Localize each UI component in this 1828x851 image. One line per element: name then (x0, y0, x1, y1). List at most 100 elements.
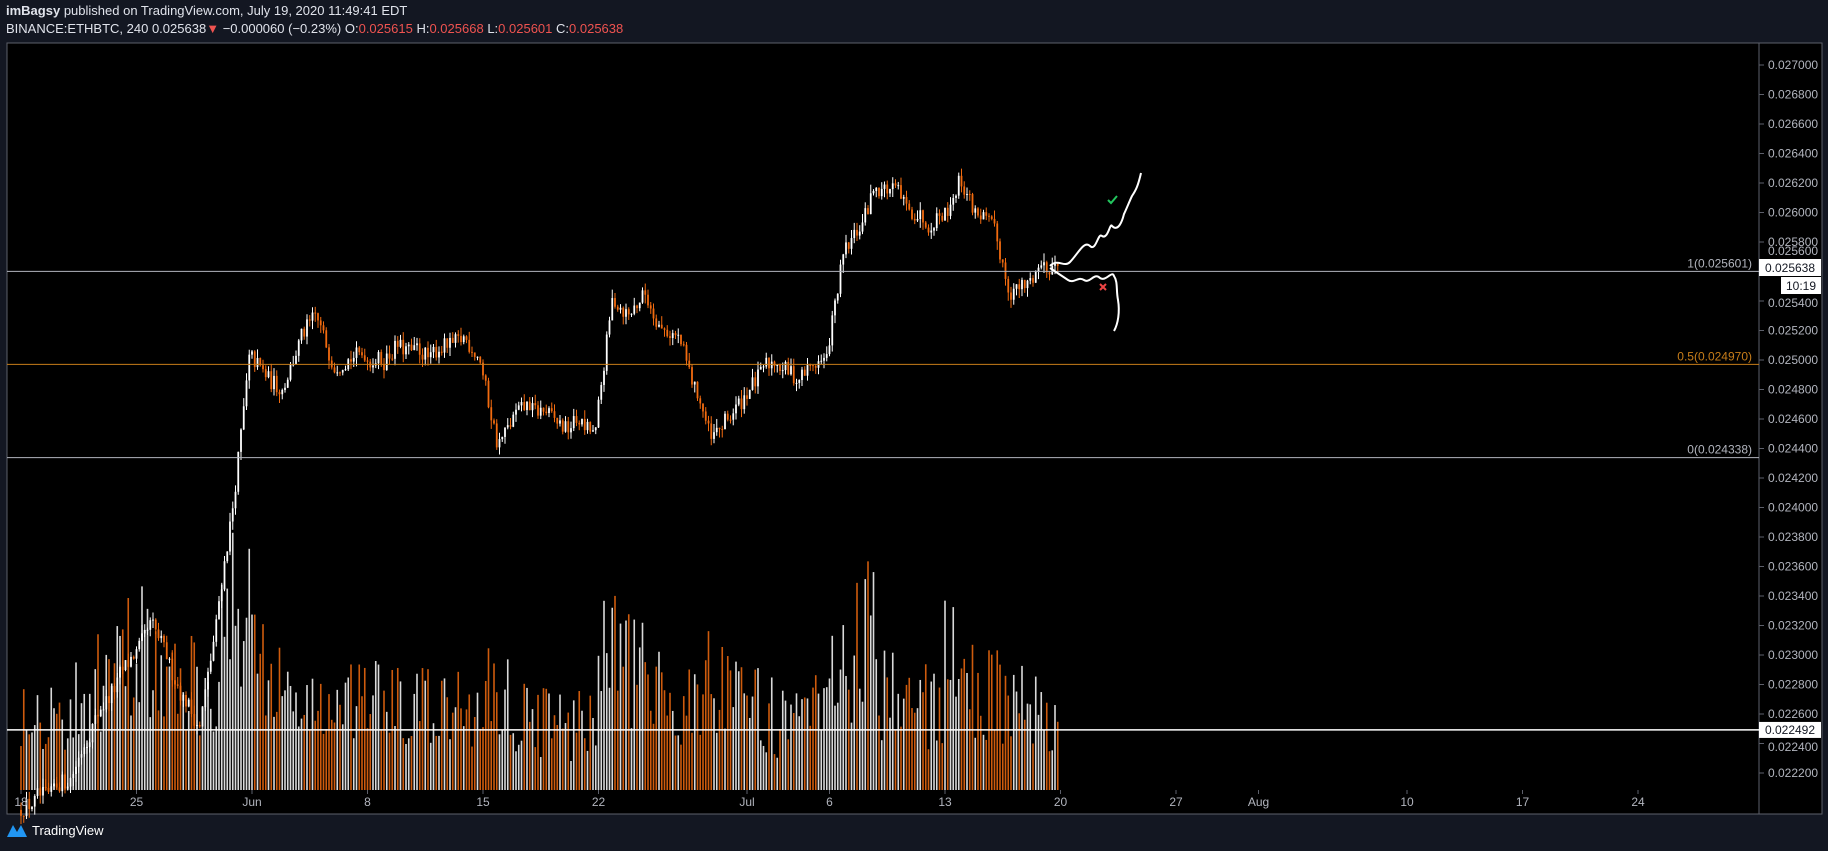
candle-body (649, 305, 652, 309)
last-price-label-bg (1759, 259, 1821, 276)
candle-body (94, 715, 97, 724)
volume-bar (347, 677, 350, 790)
candle-body (575, 416, 578, 423)
volume-bar (663, 690, 666, 790)
volume-bar (75, 662, 77, 790)
candle-body (1029, 278, 1032, 281)
candle-body (880, 188, 883, 197)
volume-bar (179, 668, 182, 790)
volume-bar (732, 707, 735, 790)
candle-body (218, 601, 220, 620)
volume-bar (61, 719, 64, 790)
candle-body (517, 405, 520, 410)
candle-body (270, 371, 273, 390)
candle-body (377, 352, 380, 364)
volume-bar (966, 673, 968, 790)
candle-body (132, 656, 135, 659)
volume-bar (856, 582, 858, 790)
candle-body (790, 366, 792, 375)
volume-bar (625, 620, 627, 790)
candle-body (515, 409, 517, 415)
symbol-legend: BINANCE:ETHBTC, 240 0.025638▼ −0.000060 … (6, 21, 623, 36)
candle-body (190, 699, 193, 715)
volume-bar (171, 652, 174, 790)
price-tick-label: 0.025200 (1768, 324, 1818, 338)
volume-bar (253, 614, 256, 790)
candle-body (135, 649, 138, 659)
candle-body (713, 432, 715, 439)
projection-down-path[interactable] (1049, 267, 1120, 332)
candle-body (630, 313, 633, 315)
horizontal-line-label: 0.022492 (1765, 723, 1815, 737)
volume-bar (501, 730, 504, 790)
candle-body (446, 338, 449, 348)
volume-bar (182, 692, 185, 790)
time-tick-label: 10 (1400, 795, 1414, 809)
candle-body (240, 429, 242, 452)
volume-bar (339, 704, 341, 790)
volume-bar (99, 731, 102, 790)
volume-bar (1034, 676, 1037, 790)
candle-body (823, 357, 825, 361)
candle-body (581, 419, 583, 425)
volume-bar (520, 740, 523, 790)
candle-body (567, 421, 570, 433)
candle-body (955, 195, 957, 198)
tradingview-logo[interactable]: TradingView (6, 822, 104, 838)
candle-body (922, 210, 924, 223)
volume-bar (740, 667, 743, 790)
candle-body (812, 365, 814, 367)
volume-bar (696, 684, 699, 790)
candle-body (77, 757, 80, 767)
projection-up-path[interactable] (1049, 172, 1142, 267)
candle-body (537, 405, 539, 416)
candle-body (286, 379, 289, 388)
volume-bar (900, 726, 902, 790)
candle-body (185, 694, 187, 707)
candle-body (39, 788, 42, 796)
open-label: O: (344, 21, 359, 36)
volume-bar (825, 687, 828, 790)
candle-body (594, 427, 597, 431)
volume-bar (658, 651, 660, 790)
candles (20, 168, 1059, 825)
candle-body (75, 766, 77, 775)
candle-body (916, 219, 919, 221)
candle-body (946, 207, 949, 216)
volume-bar (31, 732, 33, 790)
volume-bar (108, 659, 110, 790)
candle-body (729, 419, 732, 421)
time-tick-label: 24 (1631, 795, 1645, 809)
candle-body (204, 689, 207, 708)
candle-body (641, 290, 644, 303)
volume-bar (1004, 675, 1007, 790)
candle-body (457, 334, 460, 336)
volume-bar (693, 674, 696, 790)
volume-bar (289, 685, 292, 790)
candle-body (146, 629, 149, 631)
volume-bar (902, 698, 905, 790)
volume-bar (946, 679, 949, 790)
candle-body (592, 430, 594, 432)
volume-bar (157, 710, 160, 790)
volume-bar (460, 708, 462, 790)
volume-bar (154, 631, 157, 790)
candle-body (31, 806, 33, 810)
candle-body (289, 364, 292, 380)
candle-body (36, 788, 39, 797)
author[interactable]: imBagsy (6, 3, 61, 18)
high-label: H: (416, 21, 430, 36)
volume-bar (215, 726, 218, 790)
volume-bar (275, 711, 278, 790)
volume-bar (614, 595, 616, 790)
volume-bar (869, 615, 872, 790)
price-tick-label: 0.022600 (1768, 707, 1818, 721)
volume-bar (132, 697, 135, 790)
candle-body (42, 787, 44, 796)
time-tick-label: 8 (364, 795, 371, 809)
volume-bar (176, 713, 179, 790)
candle-body (102, 709, 105, 711)
candle-body (801, 369, 803, 381)
volume-bar (528, 721, 531, 790)
